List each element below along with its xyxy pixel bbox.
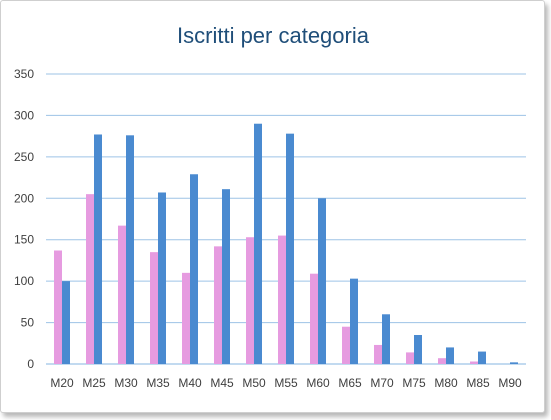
bar-M75-series-2 (414, 335, 422, 364)
bar-M50-series-2 (254, 123, 262, 364)
bar-M35-series-2 (158, 192, 166, 364)
x-tick-label: M40 (178, 376, 202, 390)
x-tick-label: M90 (498, 376, 522, 390)
x-tick-label: M85 (466, 376, 490, 390)
x-tick-label: M50 (242, 376, 266, 390)
bar-M45-series-1 (214, 246, 222, 364)
chart-frame: Iscritti per categoria 0 50 100 150 200 250 30… (0, 0, 545, 413)
x-tick-label: M30 (114, 376, 138, 390)
x-axis-ticks: M20 M25 M30 M35 M40 M45 M50 M55 M60 M65 M70 M75 M80 M… (50, 376, 522, 390)
y-tick-label: 350 (14, 67, 34, 81)
bar-M30-series-2 (126, 135, 134, 364)
y-tick-label: 0 (27, 357, 34, 371)
y-tick-label: 250 (14, 150, 34, 164)
x-tick-label: M55 (274, 376, 298, 390)
bar-M75-series-1 (406, 352, 414, 364)
bars (54, 123, 518, 364)
bar-M30-series-1 (118, 225, 126, 364)
bar-M50-series-1 (246, 237, 254, 364)
bar-M60-series-2 (318, 198, 326, 364)
y-tick-label: 50 (21, 316, 35, 330)
bar-M55-series-1 (278, 235, 286, 364)
x-tick-label: M65 (338, 376, 362, 390)
bar-M45-series-2 (222, 189, 230, 364)
x-tick-label: M45 (210, 376, 234, 390)
bar-M70-series-2 (382, 314, 390, 364)
bar-M25-series-1 (86, 194, 94, 364)
bar-M20-series-2 (62, 281, 70, 364)
bar-M80-series-2 (446, 347, 454, 364)
y-tick-label: 100 (14, 274, 34, 288)
bar-M25-series-2 (94, 134, 102, 364)
bar-M85-series-1 (470, 361, 478, 364)
y-axis-ticks: 0 50 100 150 200 250 300 350 (14, 67, 34, 371)
x-tick-label: M60 (306, 376, 330, 390)
y-tick-label: 150 (14, 233, 34, 247)
bar-M40-series-2 (190, 174, 198, 364)
bar-M70-series-1 (374, 344, 382, 364)
bar-M65-series-1 (342, 326, 350, 364)
bar-M35-series-1 (150, 252, 158, 364)
chart-title: Iscritti per categoria (177, 23, 370, 48)
y-tick-label: 300 (14, 108, 34, 122)
x-tick-label: M20 (50, 376, 74, 390)
bar-M20-series-1 (54, 250, 62, 364)
bar-M40-series-1 (182, 272, 190, 364)
x-tick-label: M80 (434, 376, 458, 390)
bar-M55-series-2 (286, 133, 294, 364)
x-tick-label: M70 (370, 376, 394, 390)
x-tick-label: M75 (402, 376, 426, 390)
bar-M90-series-2 (510, 362, 518, 364)
bar-M60-series-1 (310, 273, 318, 364)
x-tick-label: M35 (146, 376, 170, 390)
bar-M85-series-2 (478, 351, 486, 364)
bar-M65-series-2 (350, 278, 358, 364)
x-tick-label: M25 (82, 376, 106, 390)
bar-M80-series-1 (438, 358, 446, 364)
y-tick-label: 200 (14, 191, 34, 205)
